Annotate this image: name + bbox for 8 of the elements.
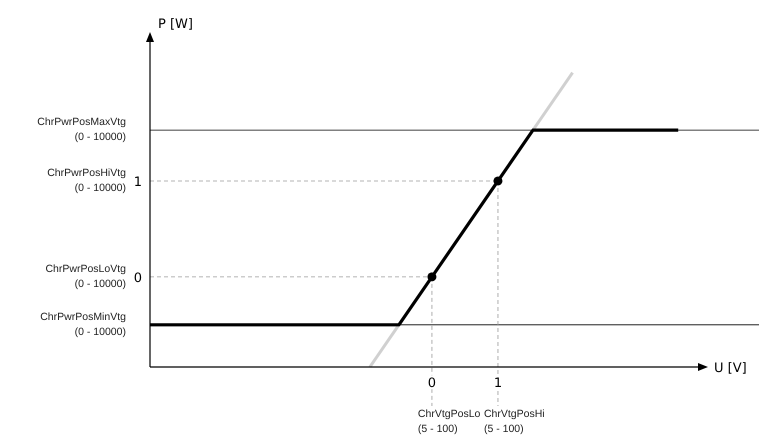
ref-line-label: ChrPwrPosLoVtg (0 - 10000)	[45, 262, 126, 290]
ref-line-label: ChrPwrPosMinVtg (0 - 10000)	[40, 310, 126, 338]
ref-line-label: ChrPwrPosMaxVtg (0 - 10000)	[37, 116, 126, 144]
x-axis-title: U [V]	[714, 361, 747, 376]
y-axis-title: P [W]	[158, 17, 193, 32]
ref-line-label: ChrVtgPosLo (5 - 100)	[418, 408, 481, 435]
ref-line-label: ChrPwrPosHiVtg (0 - 10000)	[47, 166, 126, 194]
ref-line-label: ChrVtgPosHi (5 - 100)	[484, 408, 545, 435]
